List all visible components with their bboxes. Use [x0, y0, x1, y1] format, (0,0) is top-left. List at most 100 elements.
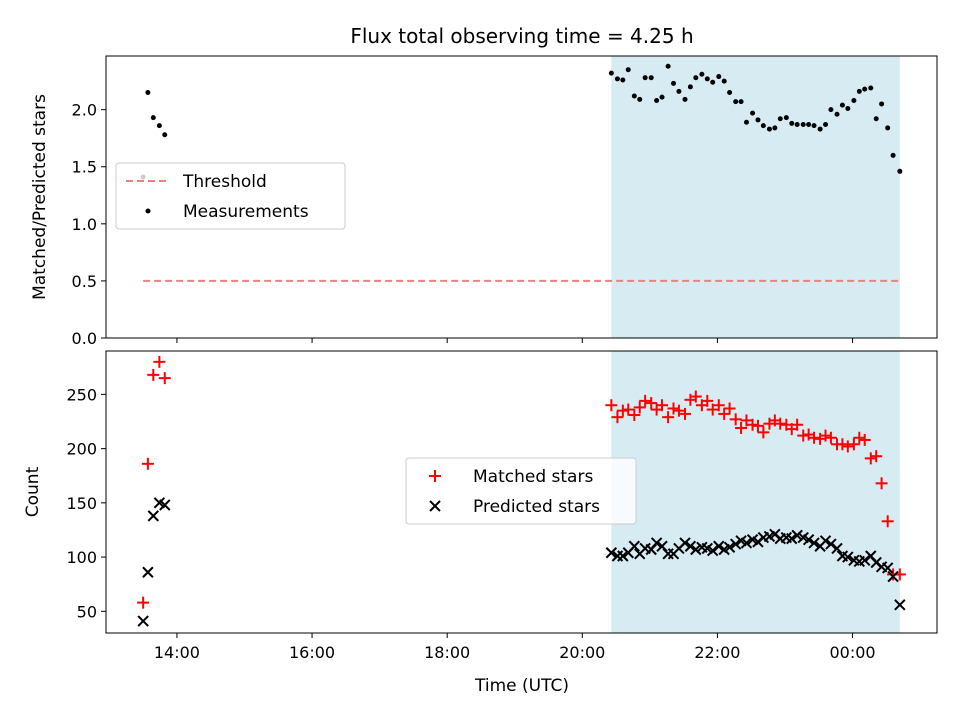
matched-star-point	[141, 457, 154, 470]
predicted-star-point	[142, 566, 154, 578]
measurement-point	[642, 75, 648, 81]
predicted-star-point	[791, 529, 803, 542]
legend-predicted-label: Predicted stars	[473, 497, 600, 517]
measurement-point	[608, 70, 614, 76]
matched-star-point	[858, 433, 871, 446]
measurement-point	[150, 115, 156, 121]
matched-star-point	[616, 404, 629, 417]
matched-star-point	[875, 477, 888, 490]
measurement-point	[665, 63, 671, 69]
matched-star-point	[706, 403, 719, 416]
measurement-point	[733, 99, 739, 105]
matched-star-point	[735, 422, 748, 435]
measurement-point	[755, 117, 761, 123]
measurement-point	[648, 75, 654, 81]
x-tick-label: 20:00	[559, 643, 605, 662]
predicted-star-point	[894, 599, 906, 611]
measurement-point	[777, 116, 783, 122]
predicted-star-point	[859, 554, 871, 567]
measurement-point	[156, 123, 162, 129]
x-tick-label: 18:00	[424, 643, 470, 662]
matched-star-point	[712, 399, 725, 412]
x-tick-label: 00:00	[829, 643, 875, 662]
measurement-point	[772, 125, 778, 131]
measurement-point	[845, 106, 851, 112]
measurement-point	[654, 98, 660, 104]
measurement-point	[162, 132, 168, 138]
top-y-tick-label: 0.5	[72, 272, 97, 291]
measurement-point	[766, 126, 772, 132]
predicted-star-point	[713, 540, 725, 552]
top-legend: Threshold Measurements	[115, 162, 346, 230]
top-axes-frame	[105, 55, 938, 339]
measurement-point	[659, 94, 665, 100]
measurement-point	[620, 77, 626, 83]
bottom-x-axis: 14:00 16:00 18:00 20:00 22:00 00:00	[154, 633, 876, 662]
matched-star-point	[757, 426, 770, 439]
measurement-point	[879, 101, 885, 107]
measurement-point	[727, 90, 733, 96]
matched-star-point	[746, 418, 759, 431]
predicted-star-point	[605, 547, 618, 559]
matched-star-point	[819, 429, 832, 442]
predicted-star-point	[147, 510, 159, 522]
measurement-point	[625, 67, 631, 73]
matched-star-point	[147, 368, 160, 381]
matched-star-point	[633, 401, 646, 414]
measurement-point	[738, 99, 744, 105]
matched-star-point	[137, 596, 150, 609]
bottom-y-tick-label: 50	[77, 602, 97, 621]
measurement-point	[637, 96, 643, 102]
matched-star-point	[158, 372, 171, 385]
matched-star-point	[791, 418, 804, 431]
top-y-tick-label: 1.0	[72, 215, 97, 234]
predicted-star-point	[723, 541, 736, 554]
bottom-y-tick-label: 200	[66, 440, 97, 459]
predicted-star-point	[831, 542, 843, 555]
bottom-observing-window	[611, 351, 900, 633]
matched-star-point	[847, 438, 860, 451]
matched-star-point	[645, 397, 658, 410]
matched-star-point	[678, 407, 691, 420]
predicted-star-point	[881, 562, 894, 574]
measurement-point	[687, 84, 693, 90]
predicted-star-point	[684, 540, 697, 552]
measurement-point	[743, 119, 749, 125]
measurement-point	[716, 74, 722, 80]
legend-threshold-label: Threshold	[182, 172, 267, 192]
measurement-point	[851, 98, 857, 104]
measurement-point	[693, 75, 699, 81]
predicted-star-point	[842, 551, 854, 563]
matched-star-point	[774, 417, 787, 430]
matched-star-point	[723, 402, 736, 415]
matched-star-point	[797, 429, 810, 442]
x-tick-label: 14:00	[154, 643, 200, 662]
legend-matched-swatch	[429, 470, 441, 482]
matched-stars-points	[137, 355, 906, 609]
x-axis-label: Time (UTC)	[474, 676, 569, 696]
matched-star-point	[667, 402, 680, 415]
matched-star-point	[881, 515, 894, 528]
legend-matched-label: Matched stars	[473, 467, 593, 487]
bottom-y-tick-label: 100	[66, 548, 97, 567]
matched-star-point	[611, 411, 624, 424]
bottom-y-axis-label: Count	[23, 466, 43, 517]
predicted-star-point	[825, 538, 837, 550]
matched-star-point	[656, 399, 669, 412]
measurement-point	[760, 123, 766, 129]
matched-star-point	[672, 404, 685, 417]
x-tick-label: 22:00	[694, 643, 740, 662]
measurement-point	[897, 168, 903, 174]
measurement-point	[811, 123, 817, 129]
measurement-point	[721, 78, 727, 84]
matched-star-point	[718, 407, 731, 420]
predicted-star-point	[802, 534, 815, 546]
predicted-star-point	[786, 532, 798, 545]
measurement-point	[823, 122, 829, 128]
bottom-panel: 50 100 150 200 250 14:00 16:00 18:00 20:00 22:00…	[23, 350, 938, 696]
measurement-point	[885, 125, 891, 131]
matched-star-point	[605, 399, 618, 412]
measurement-point	[834, 111, 840, 117]
matched-star-point	[628, 408, 641, 421]
